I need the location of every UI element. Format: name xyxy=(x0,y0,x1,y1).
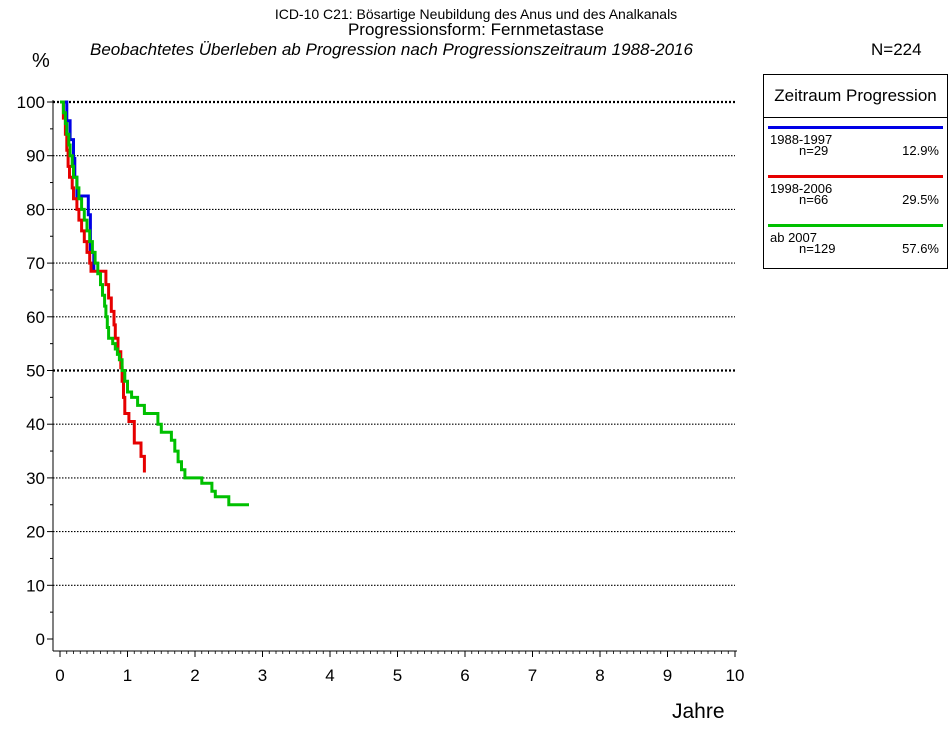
y-tick-label-40: 40 xyxy=(26,415,45,434)
chart-subtitle-italic: Beobachtetes Überleben ab Progression na… xyxy=(90,40,693,59)
y-tick-label-50: 50 xyxy=(26,362,45,381)
chart-subtitle: Progressionsform: Fernmetastase xyxy=(347,20,605,39)
x-tick-label-4: 4 xyxy=(325,666,334,685)
legend-series-count: n=66 xyxy=(799,192,829,207)
x-tick-label-9: 9 xyxy=(663,666,672,685)
x-tick-label-3: 3 xyxy=(258,666,267,685)
legend-swatch xyxy=(768,175,943,178)
y-tick-label-90: 90 xyxy=(26,147,45,166)
legend-series-share: 29.5% xyxy=(902,192,939,207)
series-line-ab-2007 xyxy=(60,100,249,507)
y-tick-label-30: 30 xyxy=(26,469,45,488)
legend-series-count: n=29 xyxy=(799,143,829,158)
legend-item-1998-2006: 1998-2006 n=66 29.5% xyxy=(764,167,947,215)
y-tick-label-20: 20 xyxy=(26,523,45,542)
x-tick-label-7: 7 xyxy=(528,666,537,685)
legend-item-ab-2007: ab 2007 n=129 57.6% xyxy=(764,216,947,264)
y-tick-label-100: 100 xyxy=(17,93,45,112)
legend-item-1988-1997: 1988-1997 n=29 12.9% xyxy=(764,118,947,166)
y-axis-label: % xyxy=(32,50,50,72)
x-axis-label: Jahre xyxy=(672,700,725,723)
legend-swatch xyxy=(768,224,943,227)
x-tick-label-0: 0 xyxy=(55,666,64,685)
legend-series-name: 1988-1997 xyxy=(770,132,833,147)
legend-series-name: 1998-2006 xyxy=(770,181,833,196)
legend-series-name: ab 2007 xyxy=(770,230,817,245)
legend-series-share: 57.6% xyxy=(902,241,939,256)
legend-series-count: n=129 xyxy=(799,241,836,256)
y-tick-label-80: 80 xyxy=(26,200,45,219)
y-tick-label-0: 0 xyxy=(36,630,45,649)
x-tick-label-10: 10 xyxy=(726,666,745,685)
total-count-label: N=224 xyxy=(871,40,922,59)
chart-title: ICD-10 C21: Bösartige Neubildung des Anu… xyxy=(274,6,678,22)
series-line-1998-2006 xyxy=(60,100,146,473)
x-tick-label-6: 6 xyxy=(460,666,469,685)
x-tick-label-2: 2 xyxy=(190,666,199,685)
legend-series-share: 12.9% xyxy=(902,143,939,158)
legend-swatch xyxy=(768,126,943,129)
y-tick-label-70: 70 xyxy=(26,254,45,273)
legend-title: Zeitraum Progression xyxy=(764,75,947,118)
x-tick-label-8: 8 xyxy=(595,666,604,685)
legend: Zeitraum Progression 1988-1997 n=29 12.9… xyxy=(763,74,948,269)
x-tick-label-5: 5 xyxy=(393,666,402,685)
y-tick-label-10: 10 xyxy=(26,576,45,595)
y-tick-label-60: 60 xyxy=(26,308,45,327)
x-tick-label-1: 1 xyxy=(123,666,132,685)
